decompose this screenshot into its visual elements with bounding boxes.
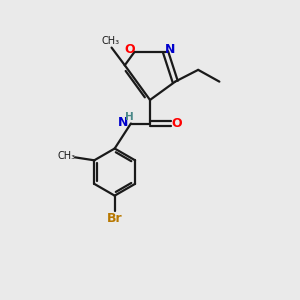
Text: N: N xyxy=(165,43,175,56)
Text: CH₃: CH₃ xyxy=(57,151,75,161)
Text: H: H xyxy=(125,112,134,122)
Text: O: O xyxy=(124,43,135,56)
Text: O: O xyxy=(171,117,182,130)
Text: N: N xyxy=(117,116,128,129)
Text: CH₃: CH₃ xyxy=(101,36,119,46)
Text: Br: Br xyxy=(107,212,122,225)
